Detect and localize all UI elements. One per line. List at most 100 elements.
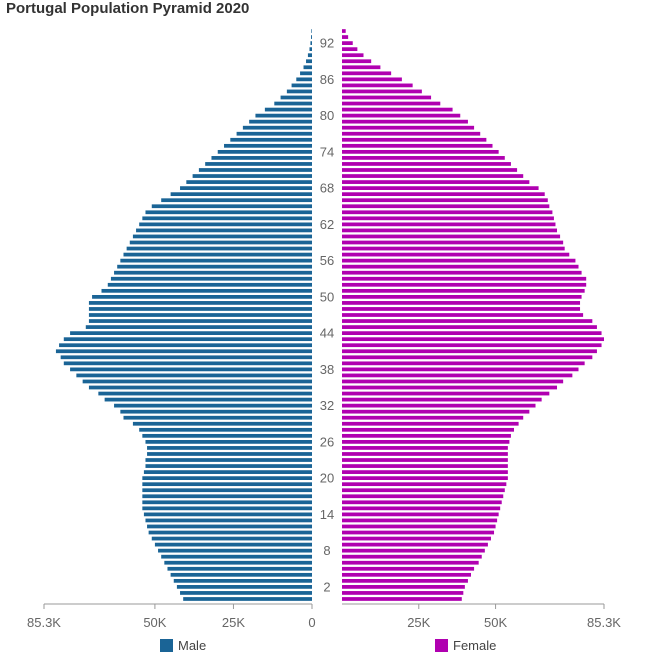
female-bar-age-48[interactable] <box>342 307 581 311</box>
female-bar-age-30[interactable] <box>342 415 524 420</box>
male-bar-age-35[interactable] <box>88 385 312 390</box>
male-bar-age-13[interactable] <box>145 518 313 523</box>
legend-male[interactable]: Male <box>160 638 206 653</box>
female-bar-age-25[interactable] <box>342 446 508 450</box>
female-bar-age-44[interactable] <box>342 331 602 335</box>
male-bar-age-41[interactable] <box>55 349 312 354</box>
female-bar-age-83[interactable] <box>342 95 432 100</box>
male-bar-age-57[interactable] <box>123 252 312 257</box>
male-bar-age-82[interactable] <box>274 101 312 106</box>
female-bar-age-47[interactable] <box>342 313 584 317</box>
male-bar-age-30[interactable] <box>123 415 312 420</box>
female-bar-age-7[interactable] <box>342 554 482 559</box>
female-bar-age-8[interactable] <box>342 548 485 553</box>
male-bar-age-44[interactable] <box>70 331 312 335</box>
female-bar-age-33[interactable] <box>342 397 542 402</box>
female-bar-age-61[interactable] <box>342 228 558 233</box>
male-bar-age-66[interactable] <box>161 198 313 203</box>
legend-female[interactable]: Female <box>435 638 496 653</box>
female-bar-age-79[interactable] <box>342 119 468 124</box>
female-bar-age-20[interactable] <box>342 476 508 481</box>
male-bar-age-61[interactable] <box>136 228 312 233</box>
male-bar-age-32[interactable] <box>114 403 313 408</box>
female-bar-age-59[interactable] <box>342 240 564 245</box>
female-bar-age-17[interactable] <box>342 494 504 499</box>
female-bar-age-66[interactable] <box>342 198 548 203</box>
male-bar-age-5[interactable] <box>167 566 313 571</box>
male-bar-age-81[interactable] <box>264 107 313 112</box>
male-bar-age-74[interactable] <box>217 149 313 154</box>
female-bar-age-77[interactable] <box>342 131 481 136</box>
male-bar-age-25[interactable] <box>147 446 313 450</box>
male-bar-age-12[interactable] <box>147 524 313 529</box>
male-bar-age-15[interactable] <box>142 506 312 511</box>
male-bar-age-24[interactable] <box>147 452 313 456</box>
female-bar-age-57[interactable] <box>342 252 570 257</box>
male-bar-age-3[interactable] <box>173 578 312 583</box>
male-bar-age-84[interactable] <box>286 89 312 94</box>
female-bar-age-2[interactable] <box>342 585 465 589</box>
female-bar-age-89[interactable] <box>342 59 372 64</box>
male-bar-age-48[interactable] <box>88 307 312 311</box>
male-bar-age-46[interactable] <box>88 319 312 323</box>
male-bar-age-69[interactable] <box>186 180 312 184</box>
male-bar-age-50[interactable] <box>92 295 313 299</box>
female-bar-age-91[interactable] <box>342 47 358 52</box>
male-bar-age-78[interactable] <box>242 125 312 130</box>
male-bar-age-27[interactable] <box>142 433 312 438</box>
male-bar-age-11[interactable] <box>148 530 313 535</box>
male-bar-age-49[interactable] <box>88 301 312 305</box>
male-bar-age-52[interactable] <box>107 282 312 287</box>
female-bar-age-3[interactable] <box>342 578 468 583</box>
female-bar-age-68[interactable] <box>342 186 539 190</box>
male-bar-age-17[interactable] <box>142 494 312 499</box>
male-bar-age-14[interactable] <box>143 512 313 517</box>
male-bar-age-9[interactable] <box>154 542 312 547</box>
female-bar-age-35[interactable] <box>342 385 558 390</box>
female-bar-age-64[interactable] <box>342 210 553 215</box>
male-bar-age-53[interactable] <box>110 276 313 281</box>
male-bar-age-33[interactable] <box>104 397 312 402</box>
female-bar-age-52[interactable] <box>342 282 587 287</box>
male-bar-age-77[interactable] <box>236 131 312 136</box>
female-bar-age-23[interactable] <box>342 458 508 462</box>
male-bar-age-8[interactable] <box>158 548 312 553</box>
male-bar-age-45[interactable] <box>85 325 312 329</box>
male-bar-age-59[interactable] <box>129 240 313 245</box>
male-bar-age-86[interactable] <box>296 77 313 82</box>
male-bar-age-58[interactable] <box>126 246 313 251</box>
female-bar-age-49[interactable] <box>342 301 581 305</box>
female-bar-age-56[interactable] <box>342 258 576 263</box>
female-bar-age-82[interactable] <box>342 101 441 106</box>
female-bar-age-0[interactable] <box>342 597 462 601</box>
female-bar-age-32[interactable] <box>342 403 536 408</box>
male-bar-age-10[interactable] <box>151 536 312 541</box>
female-bar-age-92[interactable] <box>342 41 353 45</box>
female-bar-age-73[interactable] <box>342 156 505 160</box>
male-bar-age-36[interactable] <box>82 379 313 384</box>
male-bar-age-80[interactable] <box>255 113 312 118</box>
male-bar-age-47[interactable] <box>88 313 312 317</box>
female-bar-age-38[interactable] <box>342 367 579 372</box>
female-bar-age-11[interactable] <box>342 530 495 535</box>
male-bar-age-19[interactable] <box>142 482 312 487</box>
male-bar-age-51[interactable] <box>101 288 312 293</box>
male-bar-age-2[interactable] <box>176 585 313 589</box>
male-bar-age-31[interactable] <box>120 409 312 414</box>
female-bar-age-18[interactable] <box>342 488 505 493</box>
male-bar-age-0[interactable] <box>183 597 313 601</box>
female-bar-age-21[interactable] <box>342 470 508 474</box>
female-bar-age-46[interactable] <box>342 319 593 323</box>
female-bar-age-39[interactable] <box>342 361 585 366</box>
female-bar-age-65[interactable] <box>342 204 550 209</box>
female-bar-age-53[interactable] <box>342 276 587 281</box>
female-bar-age-26[interactable] <box>342 440 510 444</box>
male-bar-age-72[interactable] <box>205 162 312 166</box>
female-bar-age-37[interactable] <box>342 373 573 378</box>
female-bar-age-58[interactable] <box>342 246 565 251</box>
female-bar-age-10[interactable] <box>342 536 491 541</box>
female-bar-age-80[interactable] <box>342 113 461 118</box>
male-bar-age-94[interactable] <box>311 29 313 33</box>
male-bar-age-73[interactable] <box>211 156 313 160</box>
female-bar-age-93[interactable] <box>342 35 349 39</box>
